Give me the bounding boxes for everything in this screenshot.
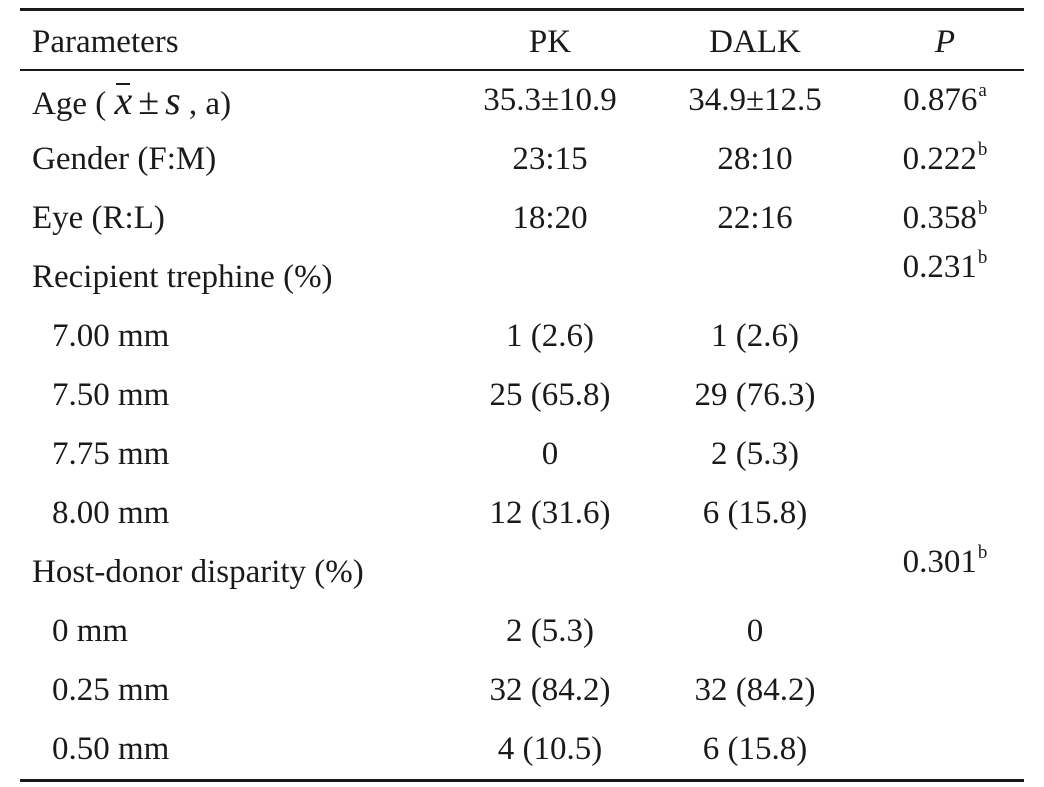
- p-value: 0.876: [903, 82, 978, 118]
- top-rule: [20, 8, 1024, 11]
- table-row-trephine-775: 7.75 mm 0 2 (5.3): [20, 425, 1024, 484]
- row-label: 8.00 mm: [52, 495, 170, 531]
- row-label: 7.75 mm: [52, 436, 170, 472]
- cell-dalk: 6 (15.8): [702, 731, 808, 767]
- row-label: 7.50 mm: [52, 377, 170, 413]
- data-table: Parameters PK DALK P Age ( x ± s , a) 35.3…: [20, 8, 1024, 782]
- header-parameters: Parameters: [32, 24, 179, 60]
- cell-dalk: 1 (2.6): [711, 318, 799, 354]
- row-label-eye: Eye (R:L): [32, 200, 165, 236]
- p-footnote-mark: b: [977, 247, 988, 268]
- age-label-close: , a): [188, 86, 232, 122]
- cell-dalk: 29 (76.3): [694, 377, 816, 413]
- p-value: 0.358: [902, 200, 977, 236]
- header-rule: [20, 69, 1024, 71]
- cell-pk: 2 (5.3): [506, 613, 594, 649]
- header-dalk: DALK: [709, 24, 801, 60]
- p-value: 0.231: [902, 249, 977, 285]
- table-row-disparity-050: 0.50 mm 4 (10.5) 6 (15.8): [20, 720, 1024, 779]
- cell-pk: 12 (31.6): [489, 495, 611, 531]
- cell-age-pk: 35.3±10.9: [483, 82, 617, 118]
- cell-pk: 1 (2.6): [506, 318, 594, 354]
- row-label: 0.50 mm: [52, 731, 170, 767]
- row-label-gender: Gender (F:M): [32, 141, 217, 177]
- cell-eye-p: 0.358b: [860, 189, 1030, 252]
- table-row-trephine-800: 8.00 mm 12 (31.6) 6 (15.8): [20, 484, 1024, 543]
- table-row-recipient-trephine: Recipient trephine (%) 0.231b: [20, 247, 1024, 307]
- sd-symbol: s: [165, 78, 181, 123]
- cell-dalk: 32 (84.2): [694, 672, 816, 708]
- row-label-host-donor: Host-donor disparity (%): [32, 554, 364, 590]
- bottom-rule: [20, 779, 1024, 782]
- mean-symbol: x: [114, 71, 132, 130]
- cell-pk: 25 (65.8): [489, 377, 611, 413]
- cell-host-donor-p: 0.301b: [860, 533, 1030, 596]
- cell-dalk: 6 (15.8): [702, 495, 808, 531]
- table-row-gender: Gender (F:M) 23:15 28:10 0.222b: [20, 130, 1024, 189]
- table-row-host-donor: Host-donor disparity (%) 0.301b: [20, 542, 1024, 602]
- cell-eye-dalk: 22:16: [717, 200, 793, 236]
- cell-dalk: 0: [746, 613, 764, 649]
- cell-eye-pk: 18:20: [512, 200, 588, 236]
- table-row-eye: Eye (R:L) 18:20 22:16 0.358b: [20, 189, 1024, 248]
- table-row-age: Age ( x ± s , a) 35.3±10.9 34.9±12.5 0.876…: [20, 71, 1024, 130]
- cell-pk: 0: [541, 436, 559, 472]
- plus-minus-symbol: ±: [138, 81, 160, 123]
- cell-age-p: 0.876a: [860, 71, 1030, 134]
- cell-recipient-trephine-p: 0.231b: [860, 238, 1030, 301]
- p-footnote-mark: b: [977, 139, 988, 160]
- table-row-disparity-0: 0 mm 2 (5.3) 0: [20, 602, 1024, 661]
- p-footnote-mark: b: [977, 198, 988, 219]
- cell-gender-pk: 23:15: [512, 141, 588, 177]
- cell-pk: 4 (10.5): [497, 731, 603, 767]
- p-footnote-mark: a: [978, 80, 987, 101]
- table-row-trephine-750: 7.50 mm 25 (65.8) 29 (76.3): [20, 366, 1024, 425]
- header-pk: PK: [528, 24, 572, 60]
- cell-gender-dalk: 28:10: [717, 141, 793, 177]
- cell-pk: 32 (84.2): [489, 672, 611, 708]
- header-row: Parameters PK DALK P: [20, 11, 1024, 69]
- row-label-age: Age ( x ± s , a): [32, 71, 231, 134]
- row-label: 0 mm: [52, 613, 129, 649]
- table-row-trephine-700: 7.00 mm 1 (2.6) 1 (2.6): [20, 307, 1024, 366]
- p-value: 0.301: [902, 544, 977, 580]
- row-label-recipient-trephine: Recipient trephine (%): [32, 259, 333, 295]
- p-footnote-mark: b: [977, 542, 988, 563]
- header-p: P: [934, 24, 956, 60]
- cell-gender-p: 0.222b: [860, 130, 1030, 193]
- table-row-disparity-025: 0.25 mm 32 (84.2) 32 (84.2): [20, 661, 1024, 720]
- age-label-open: Age (: [32, 86, 107, 122]
- row-label: 0.25 mm: [52, 672, 170, 708]
- cell-dalk: 2 (5.3): [711, 436, 799, 472]
- row-label: 7.00 mm: [52, 318, 170, 354]
- p-value: 0.222: [902, 141, 977, 177]
- cell-age-dalk: 34.9±12.5: [688, 82, 822, 118]
